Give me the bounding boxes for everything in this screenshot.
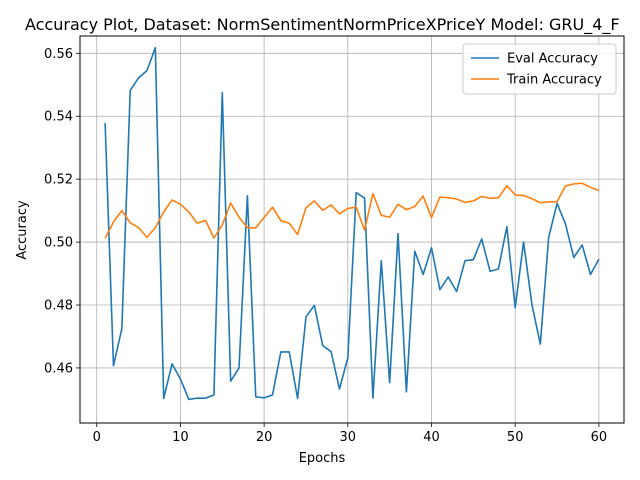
y-tick-label: 0.46: [44, 361, 73, 376]
legend-label-eval-accuracy: Eval Accuracy: [507, 52, 598, 67]
y-axis-ticks: 0.46 0.48 0.50 0.52 0.54 0.56: [44, 47, 80, 376]
x-axis-ticks: 0 10 20 30 40 50 60: [93, 423, 608, 445]
chart-title: Accuracy Plot, Dataset: NormSentimentNor…: [25, 15, 620, 35]
plot-frame: [79, 35, 625, 424]
x-tick-label: 20: [256, 430, 273, 445]
legend-label-train-accuracy: Train Accuracy: [506, 73, 602, 88]
y-tick-label: 0.52: [44, 173, 73, 188]
x-tick-label: 40: [423, 430, 440, 445]
y-tick-label: 0.50: [44, 236, 73, 251]
series-lines: [104, 46, 600, 401]
x-tick-label: 50: [507, 430, 524, 445]
y-tick-label: 0.56: [44, 47, 73, 62]
x-tick-label: 30: [340, 430, 357, 445]
eval-accuracy-line: [104, 46, 600, 401]
legend-box: [462, 43, 617, 95]
x-tick-label: 60: [591, 430, 608, 445]
x-tick-label: 10: [172, 430, 189, 445]
x-tick-label: 0: [93, 430, 101, 445]
x-axis-label: Epochs: [299, 451, 346, 466]
y-axis-label: Accuracy: [15, 200, 30, 260]
train-accuracy-line: [104, 182, 600, 239]
y-tick-label: 0.54: [44, 110, 73, 125]
legend: Eval Accuracy Train Accuracy: [462, 43, 617, 95]
y-tick-label: 0.48: [44, 299, 73, 314]
